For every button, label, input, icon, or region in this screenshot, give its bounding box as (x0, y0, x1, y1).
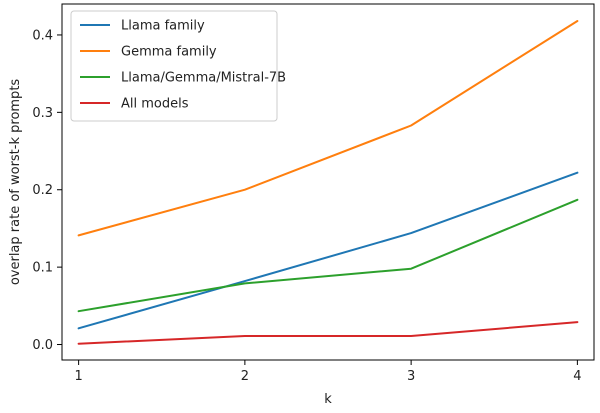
legend-entry: Llama family (121, 19, 205, 34)
y-tick-label: 0.0 (32, 338, 53, 353)
x-tick-label: 2 (241, 369, 249, 384)
x-axis-label: k (324, 392, 332, 407)
x-tick-label: 3 (407, 369, 415, 384)
y-tick-label: 0.1 (32, 261, 53, 276)
y-axis-ticks: 0.0 0.1 0.2 0.3 0.4 (32, 28, 62, 353)
x-tick-label: 1 (74, 369, 82, 384)
x-tick-label: 4 (573, 369, 581, 384)
y-tick-label: 0.2 (32, 183, 53, 198)
y-axis-label: overlap rate of worst-k prompts (8, 79, 23, 286)
legend-box (70, 10, 278, 122)
legend-entry: All models (121, 97, 189, 112)
legend-entry: Llama/Gemma/Mistral-7B (121, 71, 286, 86)
legend-entry: Gemma family (121, 45, 217, 60)
series-lines (77, 20, 579, 345)
series-line-3 (77, 198, 579, 313)
series-line-2 (77, 20, 579, 237)
y-tick-label: 0.4 (32, 28, 53, 43)
legend: Llama family Gemma family Llama/Gemma/Mist… (70, 10, 286, 122)
plot-frame (61, 3, 595, 361)
y-tick-label: 0.3 (32, 106, 53, 121)
series-line-4 (77, 321, 579, 345)
x-axis-ticks: 1 2 3 4 (74, 360, 582, 384)
series-line-1 (77, 171, 579, 330)
